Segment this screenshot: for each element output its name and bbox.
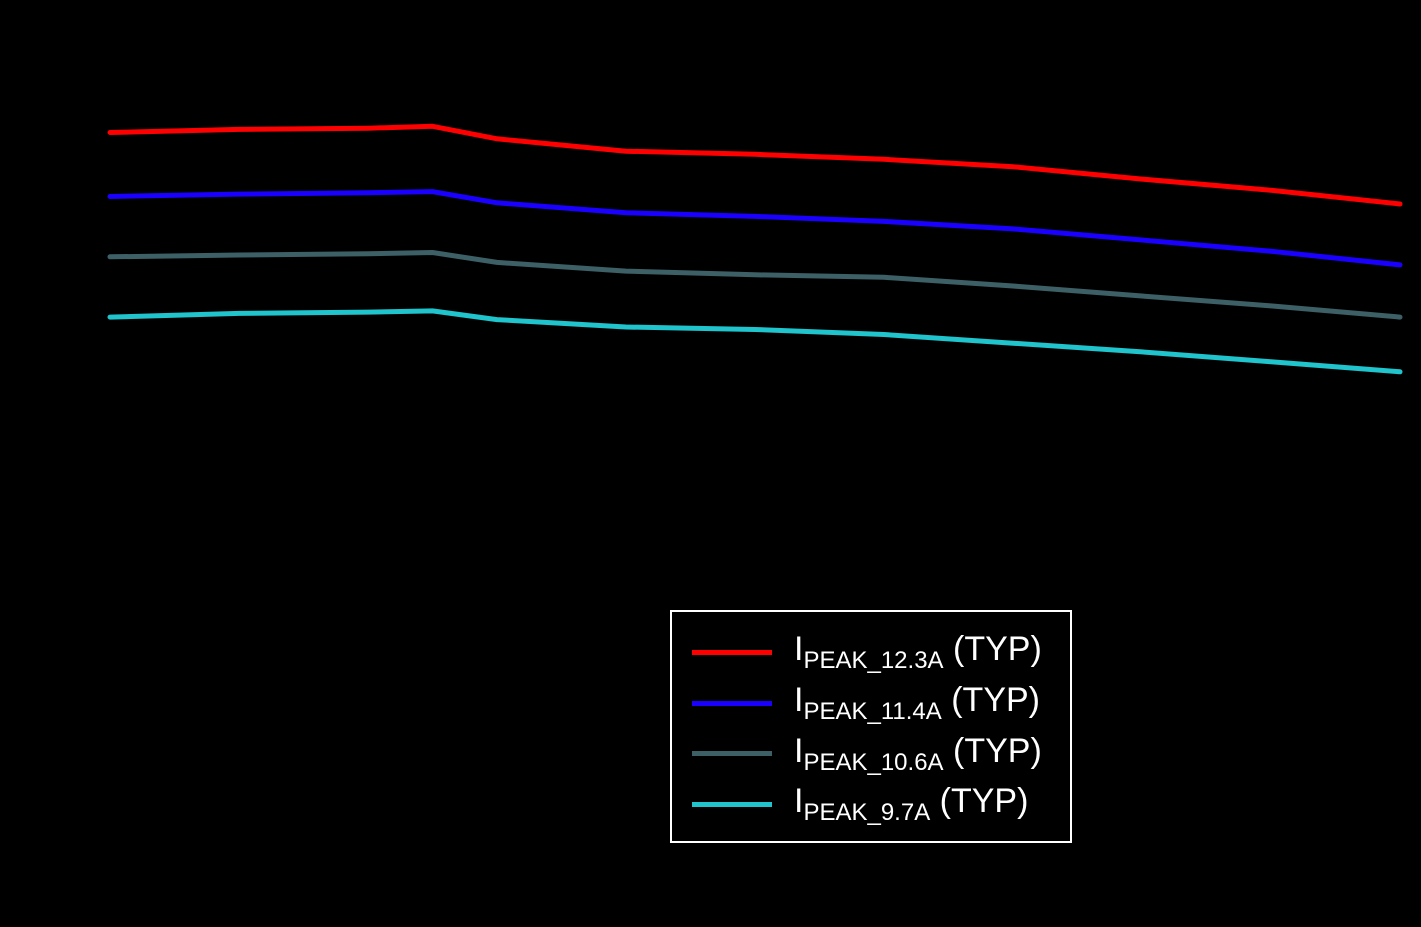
legend-label-suffix: (TYP) <box>944 630 1042 668</box>
chart-container: IPEAK_12.3A (TYP) IPEAK_11.4A (TYP) IPEAK_… <box>0 0 1421 927</box>
chart-legend: IPEAK_12.3A (TYP) IPEAK_11.4A (TYP) IPEAK_… <box>670 610 1072 843</box>
legend-label-suffix: (TYP) <box>930 782 1028 820</box>
legend-label-sub: PEAK_9.7A <box>803 799 930 826</box>
legend-swatch <box>692 701 772 706</box>
legend-item-ipeak_12_3: IPEAK_12.3A (TYP) <box>692 630 1042 675</box>
legend-label: IPEAK_10.6A (TYP) <box>794 732 1042 777</box>
legend-label: IPEAK_11.4A (TYP) <box>794 681 1040 726</box>
legend-swatch <box>692 802 772 807</box>
legend-label-suffix: (TYP) <box>944 732 1042 770</box>
legend-label: IPEAK_9.7A (TYP) <box>794 782 1028 827</box>
legend-label: IPEAK_12.3A (TYP) <box>794 630 1042 675</box>
legend-label-sub: PEAK_11.4A <box>803 698 941 725</box>
legend-item-ipeak_10_6: IPEAK_10.6A (TYP) <box>692 732 1042 777</box>
legend-swatch <box>692 751 772 756</box>
legend-item-ipeak_9_7: IPEAK_9.7A (TYP) <box>692 782 1042 827</box>
legend-label-sub: PEAK_12.3A <box>803 647 943 674</box>
legend-item-ipeak_11_4: IPEAK_11.4A (TYP) <box>692 681 1042 726</box>
legend-label-suffix: (TYP) <box>942 681 1040 719</box>
legend-swatch <box>692 650 772 655</box>
legend-label-sub: PEAK_10.6A <box>803 748 943 775</box>
